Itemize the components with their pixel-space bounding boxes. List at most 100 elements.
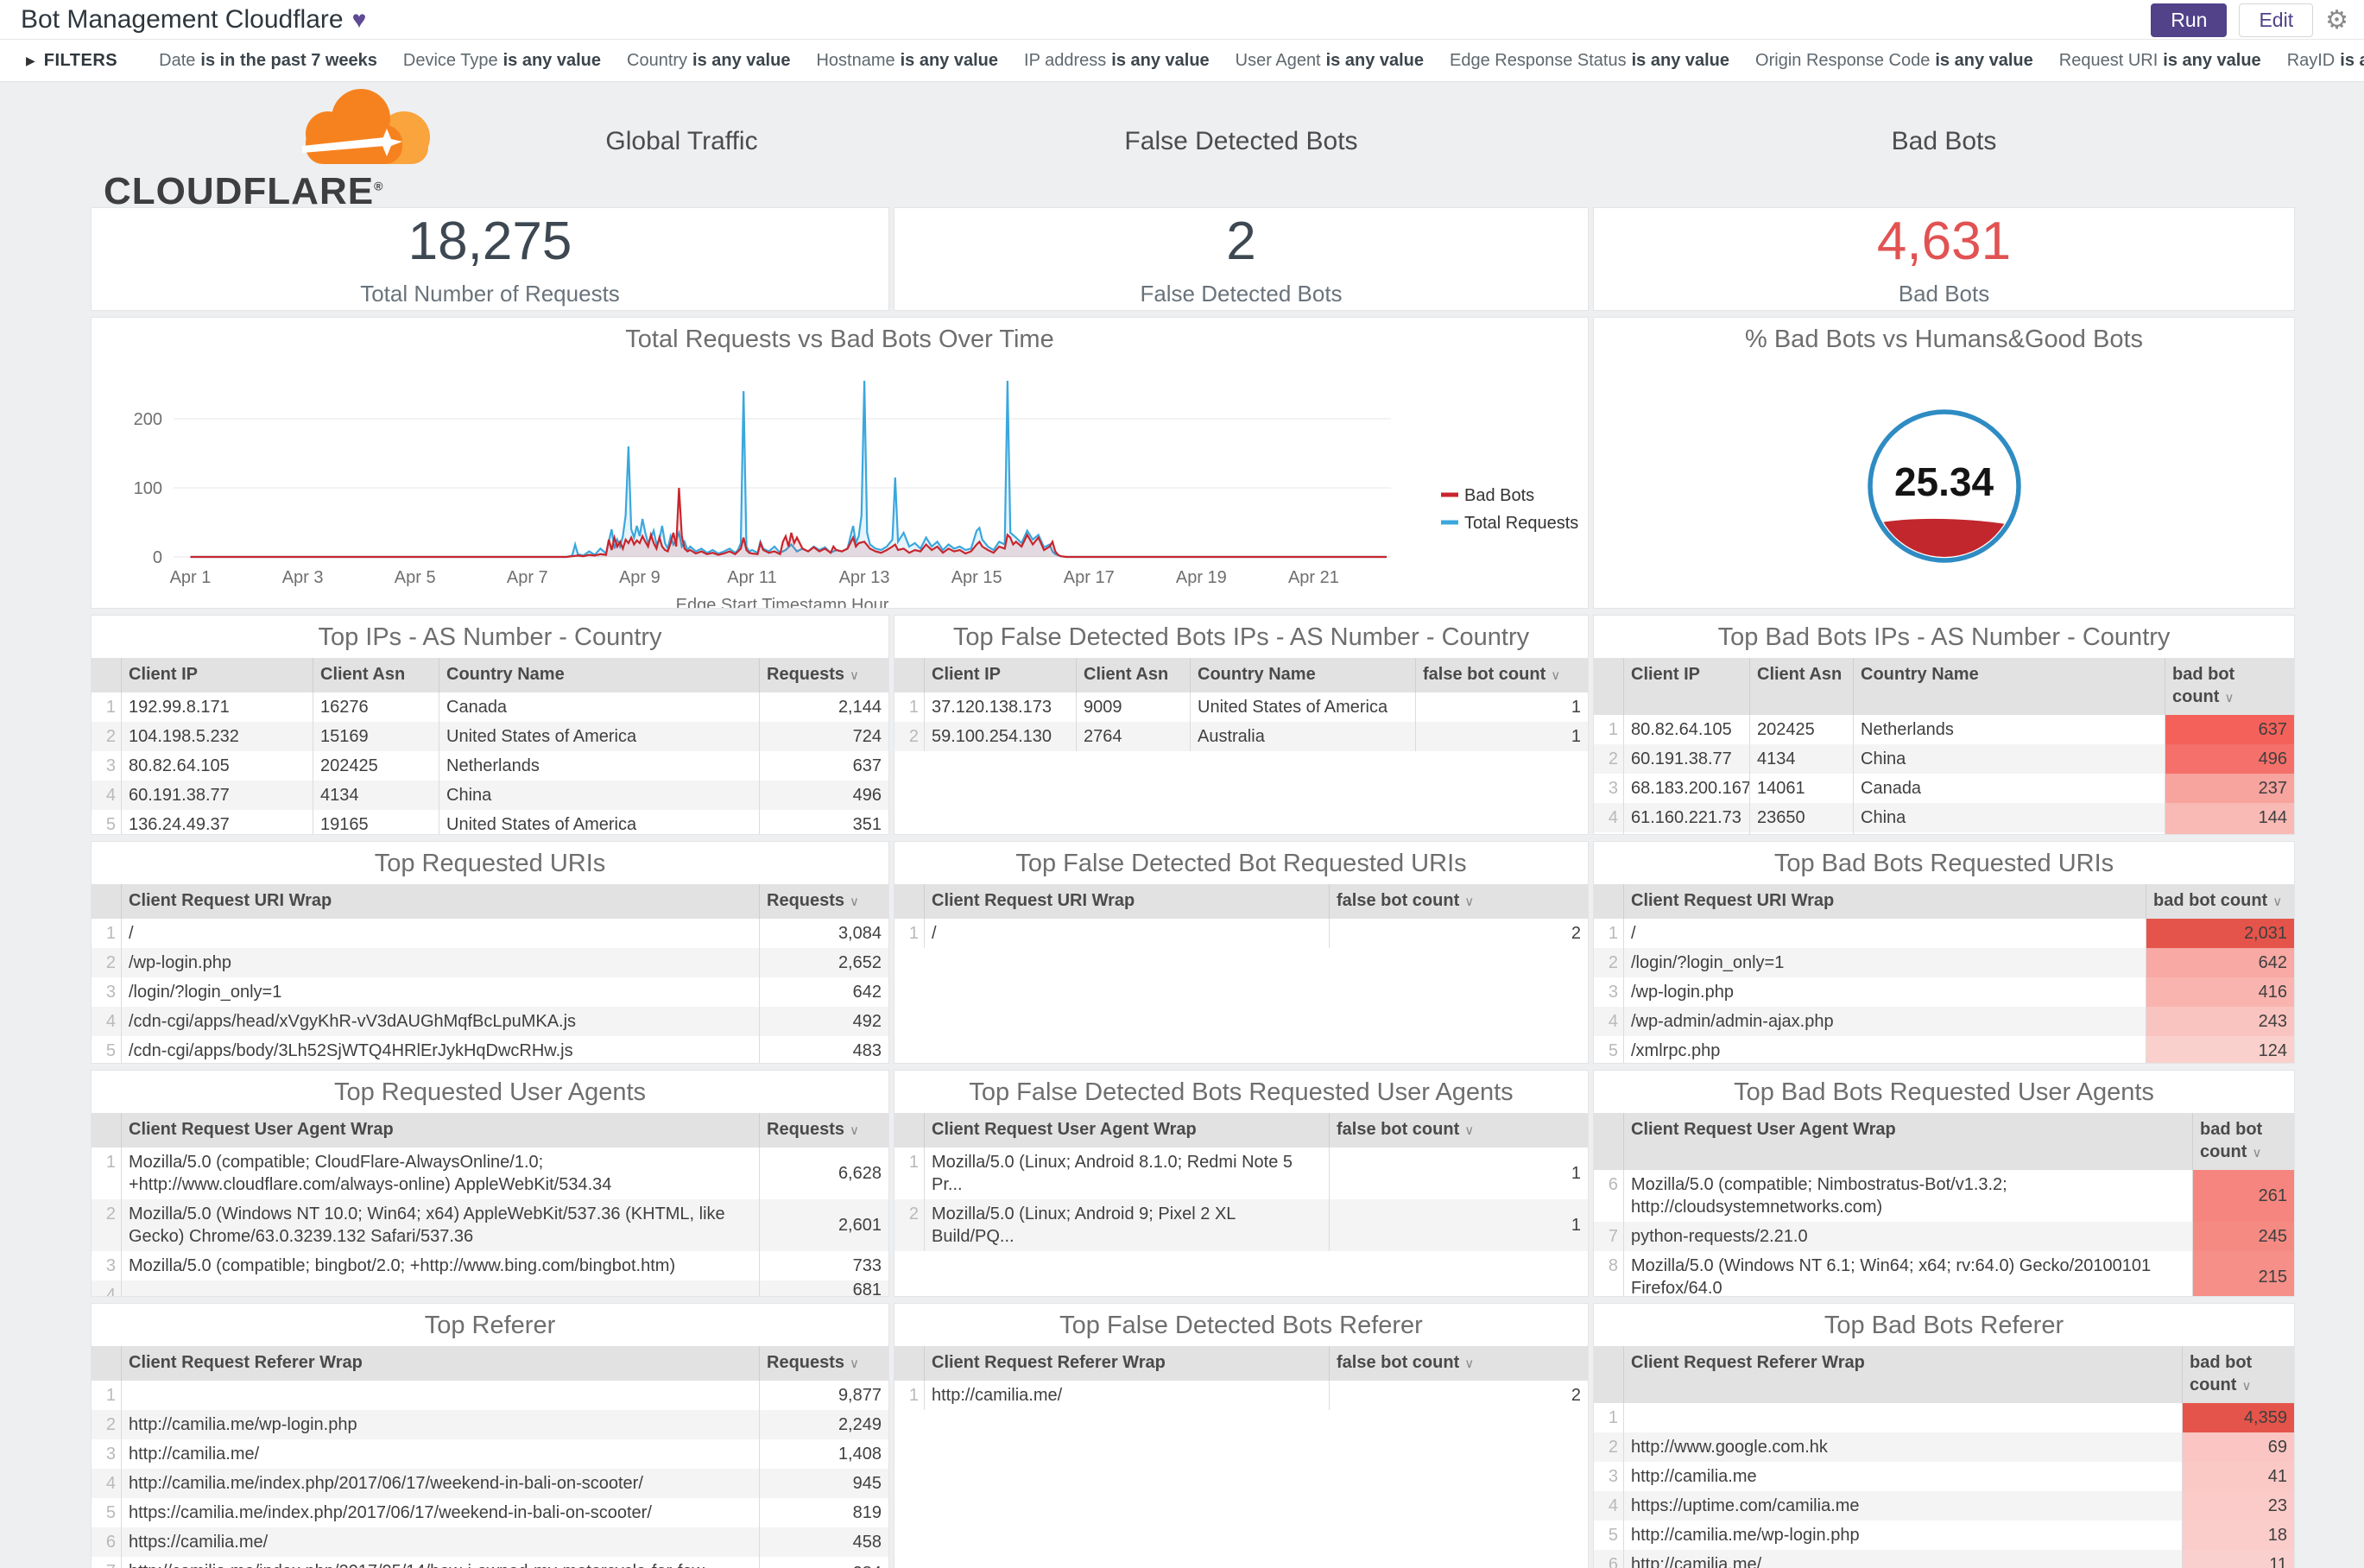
filter-item[interactable]: Hostname is any value [816,51,998,71]
cell-value[interactable]: 496 [2165,744,2294,774]
cell-value[interactable]: 237 [2165,774,2294,803]
column-header[interactable]: Client Request URI Wrap [924,884,1329,919]
cell-value[interactable]: 642 [759,977,888,1007]
cell-value[interactable]: 2 [1329,919,1588,948]
cell-value[interactable]: 1 [1329,1199,1588,1251]
filter-item[interactable]: Date is in the past 7 weeks [159,51,377,71]
cell: United States of America [439,722,759,751]
column-header-sort[interactable]: bad bot count ∨ [2192,1113,2294,1170]
cell-value[interactable]: 69 [2182,1432,2294,1462]
cell-value[interactable]: 6,628 [759,1148,888,1199]
column-header-sort[interactable]: Requests ∨ [759,884,888,919]
cell-value[interactable]: 243 [2146,1007,2294,1036]
cell-value[interactable]: 284 [759,1557,888,1568]
cell-value[interactable]: 945 [759,1469,888,1498]
column-header[interactable]: Client Asn [313,658,439,692]
cell-value[interactable]: 733 [759,1251,888,1280]
table-top-bad-bot-user-agents: Client Request User Agent Wrap bad bot co… [1594,1113,2294,1296]
cell-value[interactable]: 642 [2146,948,2294,977]
column-header-sort[interactable]: false bot count ∨ [1329,1113,1588,1148]
cell-value[interactable]: 2,652 [759,948,888,977]
cell-value[interactable]: 351 [759,810,888,834]
filters-toggle[interactable]: ▶ FILTERS [26,51,117,71]
cell-value[interactable]: 2,144 [759,692,888,722]
legend-item[interactable]: Total Requests [1441,514,1578,533]
table-row: 4 61.160.221.73 23650 China 144 [1594,803,2294,832]
column-header-sort[interactable]: Requests ∨ [759,1346,888,1381]
column-header[interactable]: Client Request User Agent Wrap [924,1113,1329,1148]
legend-item[interactable]: Bad Bots [1441,486,1534,505]
cell-value[interactable]: 18 [2182,1521,2294,1550]
row-number: 4 [1608,1496,1618,1515]
run-button[interactable]: Run [2151,3,2228,37]
cell-value[interactable]: 496 [759,781,888,810]
cell-value[interactable]: 492 [759,1007,888,1036]
column-header[interactable]: Country Name [1190,658,1415,692]
cell-value[interactable]: 2,249 [759,1410,888,1439]
filter-item[interactable]: Request URI is any value [2059,51,2261,71]
column-header[interactable]: Client Request User Agent Wrap [121,1113,759,1148]
column-header[interactable]: Client Request User Agent Wrap [1623,1113,2192,1170]
cell-value[interactable]: 416 [2146,977,2294,1007]
filter-item[interactable]: IP address is any value [1024,51,1210,71]
column-header[interactable]: Client Request URI Wrap [1623,884,2146,919]
cell-value[interactable]: 23 [2182,1491,2294,1521]
row-number: 6 [1608,1555,1618,1568]
column-header-sort[interactable]: Requests ∨ [759,1113,888,1148]
column-header[interactable]: Client Request Referer Wrap [121,1346,759,1381]
column-header-sort[interactable]: bad bot count ∨ [2165,658,2294,715]
column-header-sort[interactable]: bad bot count ∨ [2146,884,2294,919]
cell-value[interactable]: 2,031 [2146,919,2294,948]
column-header-sort[interactable]: false bot count ∨ [1329,884,1588,919]
cell-value[interactable]: 3,084 [759,919,888,948]
cell-value[interactable]: 1 [1415,722,1588,751]
column-header[interactable]: Client Request Referer Wrap [1623,1346,2182,1403]
column-header[interactable]: Client Asn [1749,658,1853,715]
cell-value[interactable]: 11 [2182,1550,2294,1568]
cell-value[interactable]: 2,601 [759,1199,888,1251]
row-number-header [894,1113,924,1148]
cell-value[interactable]: 124 [2146,1036,2294,1063]
filter-item[interactable]: Device Type is any value [403,51,601,71]
cell-value[interactable]: 215 [2192,1251,2294,1296]
column-header-sort[interactable]: bad bot count ∨ [2182,1346,2294,1403]
cell-value[interactable]: 1 [1329,1148,1588,1199]
cell-value[interactable]: 681 [759,1280,888,1296]
column-header[interactable]: Country Name [439,658,759,692]
cell-value[interactable]: 1,408 [759,1439,888,1469]
cell-value[interactable]: 483 [759,1036,888,1063]
filter-item[interactable]: Country is any value [627,51,790,71]
column-header[interactable]: Country Name [1853,658,2165,715]
filter-item[interactable]: Origin Response Code is any value [1755,51,2033,71]
filter-item[interactable]: User Agent is any value [1236,51,1424,71]
cell-value[interactable]: 637 [2165,715,2294,744]
edit-button[interactable]: Edit [2239,3,2314,37]
column-header-sort[interactable]: false bot count ∨ [1415,658,1588,692]
cell-value[interactable]: 819 [759,1498,888,1527]
cell-value[interactable]: 724 [759,722,888,751]
filter-item[interactable]: Edge Response Status is any value [1450,51,1729,71]
cell-value[interactable]: 261 [2192,1170,2294,1222]
cell-value[interactable]: 458 [759,1527,888,1557]
column-header-sort[interactable]: false bot count ∨ [1329,1346,1588,1381]
cell-value[interactable]: 245 [2192,1222,2294,1251]
cell-value[interactable]: 1 [1415,692,1588,722]
cell [1623,832,1749,834]
column-header[interactable]: Client Request Referer Wrap [924,1346,1329,1381]
column-header[interactable]: Client Request URI Wrap [121,884,759,919]
cell-value[interactable]: 4,359 [2182,1403,2294,1432]
column-header-sort[interactable]: Requests ∨ [759,658,888,692]
cell-value[interactable] [2165,832,2294,834]
row-number: 1 [1608,720,1618,739]
column-header[interactable]: Client Asn [1076,658,1190,692]
cell-value[interactable]: 9,877 [759,1381,888,1410]
cell-value[interactable]: 144 [2165,803,2294,832]
cell-value[interactable]: 41 [2182,1462,2294,1491]
column-header[interactable]: Client IP [924,658,1076,692]
gear-icon[interactable]: ⚙ [2325,5,2348,35]
column-header[interactable]: Client IP [1623,658,1749,715]
cell-value[interactable]: 637 [759,751,888,781]
cell-value[interactable]: 2 [1329,1381,1588,1410]
column-header[interactable]: Client IP [121,658,313,692]
